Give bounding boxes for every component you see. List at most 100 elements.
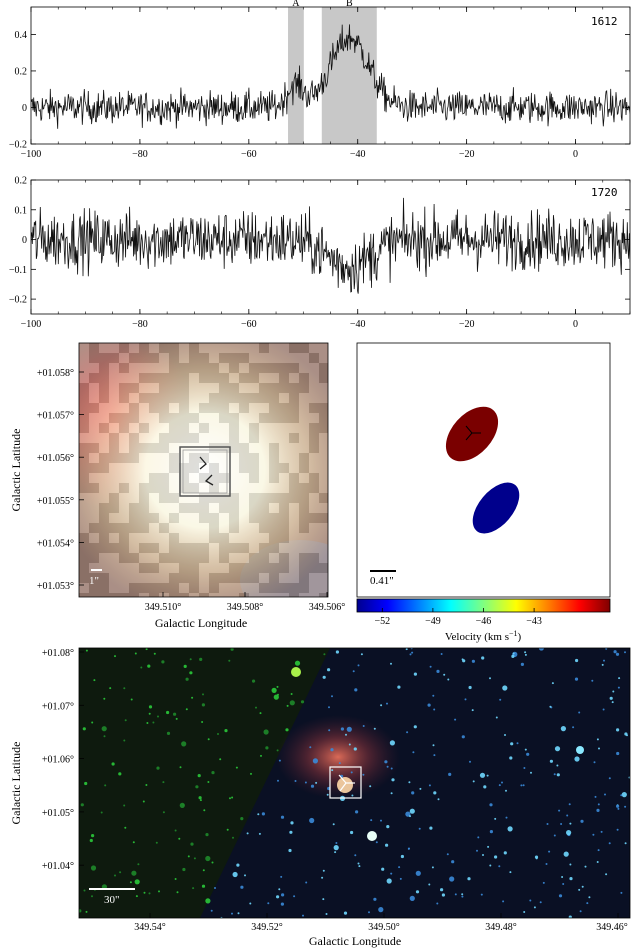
pixel <box>319 543 328 553</box>
star <box>561 876 564 878</box>
pixel <box>79 403 89 413</box>
star <box>350 830 354 835</box>
pixel <box>199 343 209 353</box>
star <box>357 862 360 865</box>
pixel <box>149 473 159 483</box>
pixel <box>269 503 279 513</box>
pixel <box>299 403 309 413</box>
pixel <box>289 443 299 453</box>
pixel <box>309 493 319 503</box>
star <box>612 690 615 693</box>
star <box>201 703 205 707</box>
star <box>148 712 151 715</box>
star <box>100 811 103 814</box>
pixel <box>309 473 319 483</box>
pixel <box>299 423 309 433</box>
pixel <box>129 373 139 383</box>
star <box>134 879 140 885</box>
star <box>148 705 153 709</box>
pixel <box>139 413 149 423</box>
pixel <box>299 463 309 473</box>
pixel <box>249 553 259 563</box>
y-tick-label: +01.08° <box>42 648 74 659</box>
pixel <box>179 513 189 523</box>
pixel <box>219 593 229 597</box>
pixel <box>139 593 149 597</box>
star <box>522 784 525 787</box>
pixel <box>79 593 89 597</box>
pixel <box>229 463 239 473</box>
star <box>91 721 94 724</box>
pixel <box>119 443 129 453</box>
star <box>166 710 170 715</box>
pixel <box>149 433 159 443</box>
star <box>322 898 325 901</box>
pixel <box>89 443 99 453</box>
star <box>325 913 328 915</box>
pixel <box>219 443 229 453</box>
star <box>211 771 215 775</box>
star <box>433 754 436 757</box>
pixel <box>119 573 129 583</box>
pixel <box>309 443 319 453</box>
star <box>572 726 575 729</box>
pixel <box>179 533 189 543</box>
y-tick-labels: +01.058° +01.057° +01.056° +01.055° +01.054°… <box>37 368 84 592</box>
pixel <box>159 593 169 597</box>
star <box>280 815 285 819</box>
pixel <box>79 343 89 353</box>
pixel <box>99 543 109 553</box>
star <box>244 874 246 877</box>
scale-bar-label: 0.41" <box>370 575 394 587</box>
pixel <box>249 453 259 463</box>
star <box>617 686 620 689</box>
pixel <box>219 473 229 483</box>
star <box>413 725 417 729</box>
star <box>123 739 126 742</box>
pixel <box>219 343 229 353</box>
star <box>236 863 240 867</box>
pixel <box>239 533 249 543</box>
star <box>328 729 331 732</box>
pixel <box>179 563 189 573</box>
pixel <box>149 593 159 597</box>
star <box>462 659 466 663</box>
star <box>179 766 182 769</box>
pixel <box>79 543 89 553</box>
pixel <box>159 463 169 473</box>
star <box>566 830 572 836</box>
pixel <box>109 383 119 393</box>
y-tick-label: −0.2 <box>9 140 27 151</box>
star <box>501 781 503 784</box>
x-tick-label: −40 <box>350 319 366 330</box>
star <box>123 804 126 807</box>
pixel <box>109 393 119 403</box>
star <box>486 774 489 777</box>
star <box>101 726 107 732</box>
pixel <box>179 593 189 597</box>
pixel <box>299 443 309 453</box>
pixel <box>279 373 289 383</box>
pixel <box>229 563 239 573</box>
star <box>217 733 219 735</box>
star <box>309 817 315 824</box>
pixel <box>209 423 219 433</box>
pixel <box>79 383 89 393</box>
star <box>323 653 326 656</box>
pixel <box>169 583 179 593</box>
pixel <box>209 403 219 413</box>
star <box>592 833 595 836</box>
pixel <box>89 433 99 443</box>
pixel <box>129 553 139 563</box>
pixel <box>129 363 139 373</box>
pixel <box>249 503 259 513</box>
pixel <box>179 453 189 463</box>
star <box>294 660 301 666</box>
pixel <box>179 433 189 443</box>
star <box>193 857 196 860</box>
pixel <box>209 503 219 513</box>
pixel <box>149 543 159 553</box>
pixel <box>279 593 289 597</box>
star <box>267 902 270 905</box>
pixel <box>199 593 209 597</box>
